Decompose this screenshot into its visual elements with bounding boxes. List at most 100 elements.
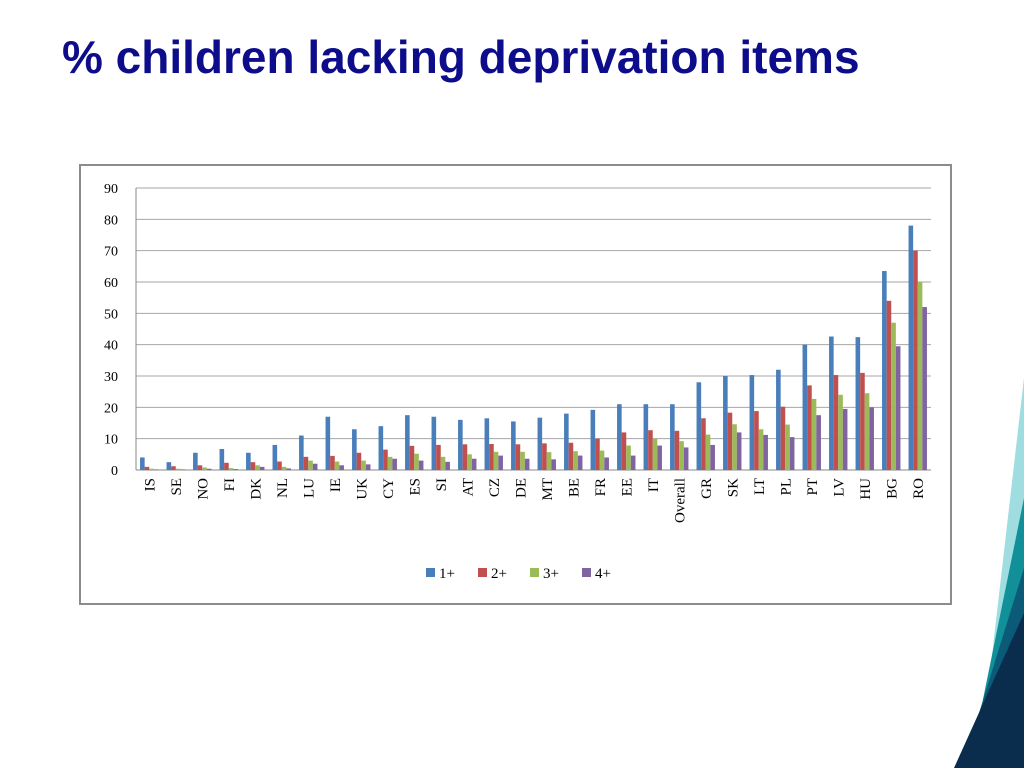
- y-tick-label: 50: [104, 307, 118, 322]
- bar-2plus-it: [648, 430, 653, 470]
- bar-4plus-ro: [922, 307, 927, 470]
- bar-3plus-hu: [864, 393, 870, 470]
- x-tick-label: IS: [142, 478, 158, 491]
- bar-4plus-lt: [763, 434, 768, 470]
- bar-4plus-lu: [312, 463, 318, 470]
- bar-1plus-de: [511, 421, 516, 470]
- bar-2plus-no: [197, 465, 203, 470]
- bar-4plus-it: [657, 445, 662, 470]
- bar-1plus-no: [193, 452, 198, 470]
- bar-3plus-ie: [334, 461, 340, 470]
- bar-2plus-cy: [383, 449, 388, 470]
- x-tick-label: UK: [354, 478, 370, 500]
- bar-4plus-at: [471, 458, 477, 470]
- corner-decoration: [954, 378, 1024, 768]
- bar-1plus-pl: [776, 369, 781, 470]
- bar-2plus-lu: [303, 456, 309, 470]
- bar-4plus-no: [206, 468, 212, 470]
- bar-1plus-lt: [749, 375, 755, 470]
- legend-label: 1+: [439, 566, 455, 582]
- bar-1plus-pt: [802, 344, 808, 470]
- decoration-stripe-dark: [954, 613, 1024, 768]
- chart-frame: 0 10 20 30 40 50 60 70 80 90 IS SE NO FI DK NL LU IE UK CY E…: [79, 164, 952, 605]
- x-tick-label: BG: [884, 478, 900, 499]
- bar-2plus-be: [568, 442, 574, 470]
- x-tick-label: SI: [434, 478, 450, 491]
- bar-1plus-bg: [882, 271, 887, 470]
- legend-swatch-2plus: [478, 568, 487, 577]
- y-tick-label: 90: [104, 182, 118, 197]
- y-tick-label: 80: [104, 213, 118, 228]
- bar-3plus-lu: [308, 460, 313, 470]
- bar-2plus-dk: [250, 462, 256, 470]
- bar-1plus-cy: [378, 426, 384, 470]
- bar-2plus-ie: [330, 455, 335, 470]
- x-tick-label: HU: [858, 478, 874, 500]
- x-tick-label: FR: [593, 478, 609, 496]
- bar-2plus-is: [144, 466, 150, 470]
- bar-4plus-es: [418, 460, 424, 470]
- bar-3plus-lt: [758, 429, 764, 470]
- bar-3plus-overall: [679, 441, 684, 470]
- bar-3plus-fi: [228, 468, 234, 470]
- bar-4plus-uk: [365, 464, 371, 470]
- bar-2plus-ee: [621, 432, 627, 470]
- bar-3plus-ro: [917, 282, 923, 470]
- bar-4plus-hu: [869, 407, 874, 470]
- bar-2plus-overall: [674, 430, 680, 470]
- bar-4plus-cy: [392, 458, 397, 470]
- bar-3plus-sk: [732, 424, 737, 470]
- bar-4plus-overall: [683, 447, 689, 470]
- x-tick-label: LU: [301, 478, 317, 498]
- bar-3plus-gr: [705, 434, 711, 470]
- bar-3plus-cy: [387, 456, 393, 470]
- bar-3plus-uk: [361, 460, 366, 470]
- bar-2plus-se: [171, 466, 176, 470]
- legend-label: 2+: [491, 566, 507, 582]
- y-tick-label: 0: [111, 464, 118, 479]
- legend-label: 3+: [543, 566, 559, 582]
- bar-4plus-is: [153, 469, 159, 470]
- bar-4plus-gr: [710, 444, 715, 470]
- x-tick-label: SE: [169, 478, 185, 496]
- bar-2plus-de: [515, 444, 521, 470]
- bar-3plus-se: [175, 468, 181, 470]
- bar-3plus-fr: [599, 450, 605, 470]
- y-tick-label: 30: [104, 370, 118, 385]
- bar-1plus-sk: [723, 376, 728, 470]
- bar-3plus-nl: [281, 466, 287, 470]
- bar-4plus-mt: [551, 459, 556, 470]
- bar-4plus-bg: [895, 346, 901, 470]
- slide-title: % children lacking deprivation items: [62, 31, 860, 83]
- legend-label: 4+: [595, 566, 611, 582]
- bar-3plus-is: [149, 468, 154, 470]
- bar-2plus-uk: [356, 452, 362, 470]
- bar-3plus-at: [467, 454, 472, 470]
- x-tick-label: LT: [752, 478, 768, 495]
- bar-2plus-mt: [542, 443, 547, 470]
- y-tick-label: 70: [104, 245, 118, 260]
- bar-1plus-it: [643, 404, 649, 470]
- y-tick-label: 60: [104, 276, 118, 291]
- y-tick-label: 20: [104, 401, 118, 416]
- x-tick-label: SK: [725, 478, 741, 497]
- bar-1plus-nl: [272, 444, 278, 470]
- x-tick-label: DE: [513, 478, 529, 498]
- bar-4plus-ee: [630, 455, 636, 470]
- bar-2plus-lv: [833, 375, 839, 470]
- bar-2plus-si: [436, 444, 441, 470]
- legend-swatch-3plus: [530, 568, 539, 577]
- bar-2plus-pt: [807, 385, 812, 470]
- bar-1plus-ro: [908, 225, 914, 470]
- bar-3plus-lv: [838, 394, 843, 470]
- bar-1plus-ee: [617, 404, 622, 470]
- bar-1plus-uk: [352, 429, 357, 470]
- x-tick-label: RO: [911, 478, 927, 499]
- bar-2plus-es: [409, 445, 415, 470]
- bar-1plus-dk: [246, 452, 251, 470]
- bar-3plus-ee: [626, 445, 631, 470]
- bar-3plus-it: [652, 438, 658, 470]
- bar-4plus-pl: [789, 437, 795, 470]
- x-tick-label: GR: [699, 478, 715, 499]
- bar-1plus-be: [564, 413, 569, 470]
